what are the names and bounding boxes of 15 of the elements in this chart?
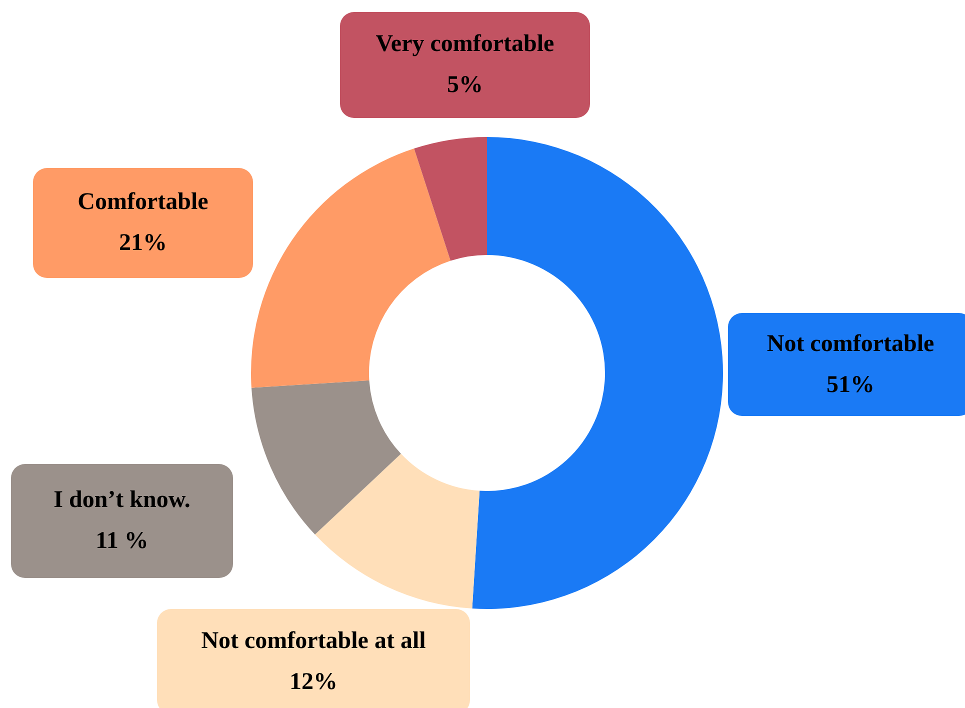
donut-slice — [414, 137, 487, 261]
data-label: 11 % — [96, 528, 148, 555]
data-label: 5% — [447, 72, 483, 99]
data-label: 12% — [290, 668, 338, 696]
donut-slice — [472, 137, 723, 609]
donut-slice — [251, 148, 451, 388]
slice-label: Very comfortable — [376, 31, 554, 58]
slice-label: Comfortable — [78, 189, 208, 216]
slice-label: Not comfortable — [766, 330, 934, 358]
data-label: 21% — [119, 230, 167, 257]
donut-slice — [314, 454, 480, 609]
slice-label: Not comfortable at all — [201, 628, 426, 654]
slice-label: I don’t know. — [54, 487, 190, 514]
donut-slice — [251, 380, 401, 535]
data-label: 51% — [826, 372, 874, 398]
